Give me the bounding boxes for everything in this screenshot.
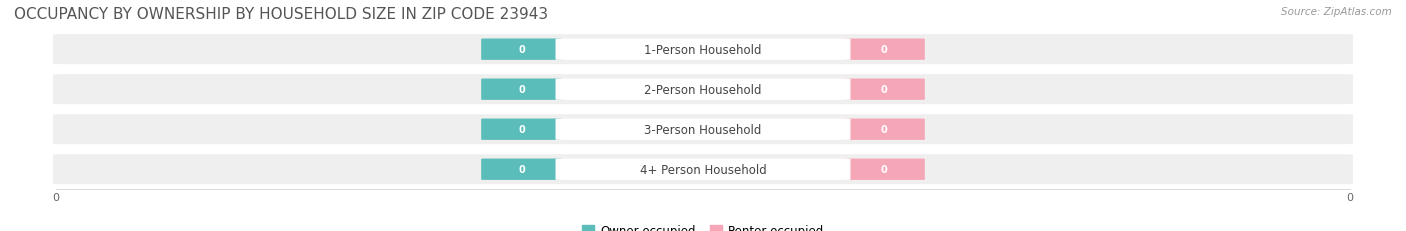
Text: Source: ZipAtlas.com: Source: ZipAtlas.com: [1281, 7, 1392, 17]
Text: 0: 0: [880, 45, 887, 55]
Legend: Owner-occupied, Renter-occupied: Owner-occupied, Renter-occupied: [582, 224, 824, 231]
Text: 0: 0: [880, 164, 887, 174]
FancyBboxPatch shape: [555, 79, 851, 100]
Text: 0: 0: [519, 85, 526, 95]
FancyBboxPatch shape: [844, 159, 925, 180]
Text: 0: 0: [519, 125, 526, 135]
FancyBboxPatch shape: [555, 159, 851, 180]
FancyBboxPatch shape: [481, 119, 562, 140]
FancyBboxPatch shape: [555, 119, 851, 140]
Text: 0: 0: [519, 45, 526, 55]
Text: 0: 0: [519, 164, 526, 174]
FancyBboxPatch shape: [53, 115, 1353, 145]
Text: 2-Person Household: 2-Person Household: [644, 83, 762, 96]
FancyBboxPatch shape: [844, 39, 925, 61]
FancyBboxPatch shape: [53, 155, 1353, 184]
FancyBboxPatch shape: [844, 119, 925, 140]
FancyBboxPatch shape: [53, 35, 1353, 65]
Text: 4+ Person Household: 4+ Person Household: [640, 163, 766, 176]
FancyBboxPatch shape: [844, 79, 925, 100]
Text: 0: 0: [880, 125, 887, 135]
FancyBboxPatch shape: [53, 75, 1353, 105]
FancyBboxPatch shape: [481, 79, 562, 100]
Text: OCCUPANCY BY OWNERSHIP BY HOUSEHOLD SIZE IN ZIP CODE 23943: OCCUPANCY BY OWNERSHIP BY HOUSEHOLD SIZE…: [14, 7, 548, 22]
Text: 3-Person Household: 3-Person Household: [644, 123, 762, 136]
Text: 0: 0: [880, 85, 887, 95]
FancyBboxPatch shape: [555, 39, 851, 61]
Text: 1-Person Household: 1-Person Household: [644, 43, 762, 56]
FancyBboxPatch shape: [481, 39, 562, 61]
FancyBboxPatch shape: [481, 159, 562, 180]
